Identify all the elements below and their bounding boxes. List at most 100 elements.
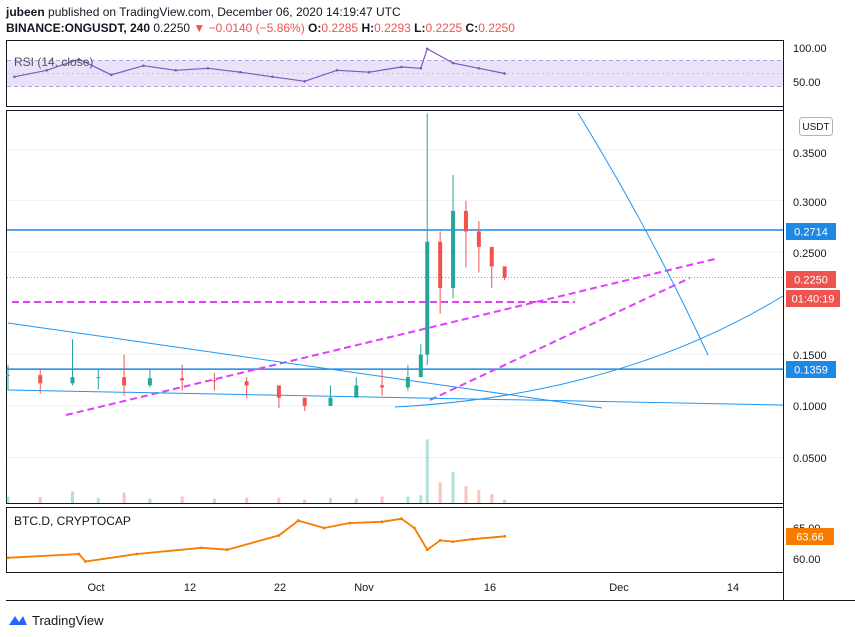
volume-bar [451,471,455,503]
rsi-point [77,57,81,61]
volume-bar [503,499,507,503]
high-value: 0.2293 [374,21,411,35]
rsi-series-line [14,47,505,82]
main-pane-frame [6,110,784,504]
btcd-last-text: 63.66 [796,532,824,544]
volume-bar [380,496,384,503]
candle-body [489,246,494,267]
btcd-point [503,534,507,538]
tradingview-logo[interactable]: TradingView [8,611,104,629]
blue-lower-trendline [7,389,784,406]
volume-bar [477,490,481,503]
rsi-point [477,67,481,70]
candle-body [302,397,307,406]
chart-header: jubeen published on TradingView.com, Dec… [6,4,515,36]
rsi-point [335,68,339,72]
close-label: C: [465,21,479,35]
rsi-point [271,75,274,79]
volume-bar [212,498,216,503]
time-tick-14: 14 [727,582,739,594]
btcd-point [84,560,87,563]
btcd-point [400,517,403,521]
time-tick-12: 12 [184,582,196,594]
btcd-point [77,552,81,556]
candle-body [147,378,152,386]
volume-bar [180,496,184,503]
volume-bar [277,497,281,503]
low-label: L: [414,21,426,35]
volume-bar [303,499,307,503]
open-label: O: [308,21,322,35]
rsi-point [425,47,429,51]
volume-bar [245,497,249,503]
price-tick-0250: 0.2500 [793,248,827,260]
low-value: 0.2225 [425,21,463,35]
price-tick-0150: 0.1500 [793,350,827,362]
candle-body [70,377,75,384]
rsi-point [174,68,177,72]
rsi-tick-100: 100.00 [793,43,827,55]
time-tick-dec: Dec [609,582,629,594]
btcd-pane[interactable] [6,517,507,563]
currency-button[interactable]: USDT [799,117,833,136]
btcd-point [200,546,203,550]
volume-bar [122,492,126,503]
resistance-price-text: 0.2714 [794,227,828,239]
magenta-rising-trendline-long [65,258,716,416]
open-value: 0.2285 [321,21,359,35]
price-pane[interactable] [6,112,784,503]
btcd-point [6,556,10,560]
rsi-point [13,75,16,79]
volume-bar [329,497,332,503]
candle-body [438,241,443,288]
time-tick-oct: Oct [87,582,104,594]
rsi-point [367,70,371,74]
volume-bar [425,439,429,503]
volume-bar [71,491,74,503]
price-tick-0100: 0.1000 [793,401,827,413]
btcd-last-tag: 63.66 [786,528,834,545]
rsi-pane[interactable] [7,47,783,87]
blue-descending-trendline [7,322,603,409]
author-name[interactable]: jubeen [6,5,45,19]
candle-body [244,381,249,386]
magenta-rising-trendline-short [429,277,691,401]
candle-body [380,385,385,388]
price-tick-0350: 0.3500 [793,148,827,160]
btcd-point [380,520,384,524]
price-tick-0050: 0.0500 [793,453,827,465]
time-tick-22: 22 [274,582,286,594]
tradingview-logo-icon [9,616,27,625]
last-price: 0.2250 [153,21,191,35]
publish-line: jubeen published on TradingView.com, Dec… [6,4,515,20]
blue-falling-curve [577,112,709,356]
volume-bar [419,495,423,503]
high-label: H: [361,21,375,35]
volume-bar [438,482,442,503]
countdown-text: 01:40:19 [792,294,835,306]
btcd-point [425,548,429,552]
btcd-point [412,526,416,530]
support-price-text: 0.1359 [794,365,828,377]
btcd-point [451,540,455,544]
time-axis[interactable]: Oct 12 22 Nov 16 Dec 14 [87,582,739,594]
volume-bar [148,498,152,503]
rsi-point [238,70,242,74]
btcd-point [322,526,326,530]
price-tick-0300: 0.3000 [793,197,827,209]
countdown-tag: 01:40:19 [786,290,840,307]
btcd-point [348,521,352,525]
last-price-tag: 0.2250 [786,271,836,288]
candle-body [212,380,217,382]
rsi-point [451,61,455,65]
candle-body [354,385,359,398]
candle-body [476,231,481,247]
volume-bar [38,497,42,503]
volume-bar [354,498,358,503]
candle-body [502,266,507,278]
btcd-point [438,539,442,542]
symbol-label[interactable]: BINANCE:ONGUSDT, 240 [6,21,151,35]
rsi-point [400,65,403,69]
time-tick-16: 16 [484,582,496,594]
